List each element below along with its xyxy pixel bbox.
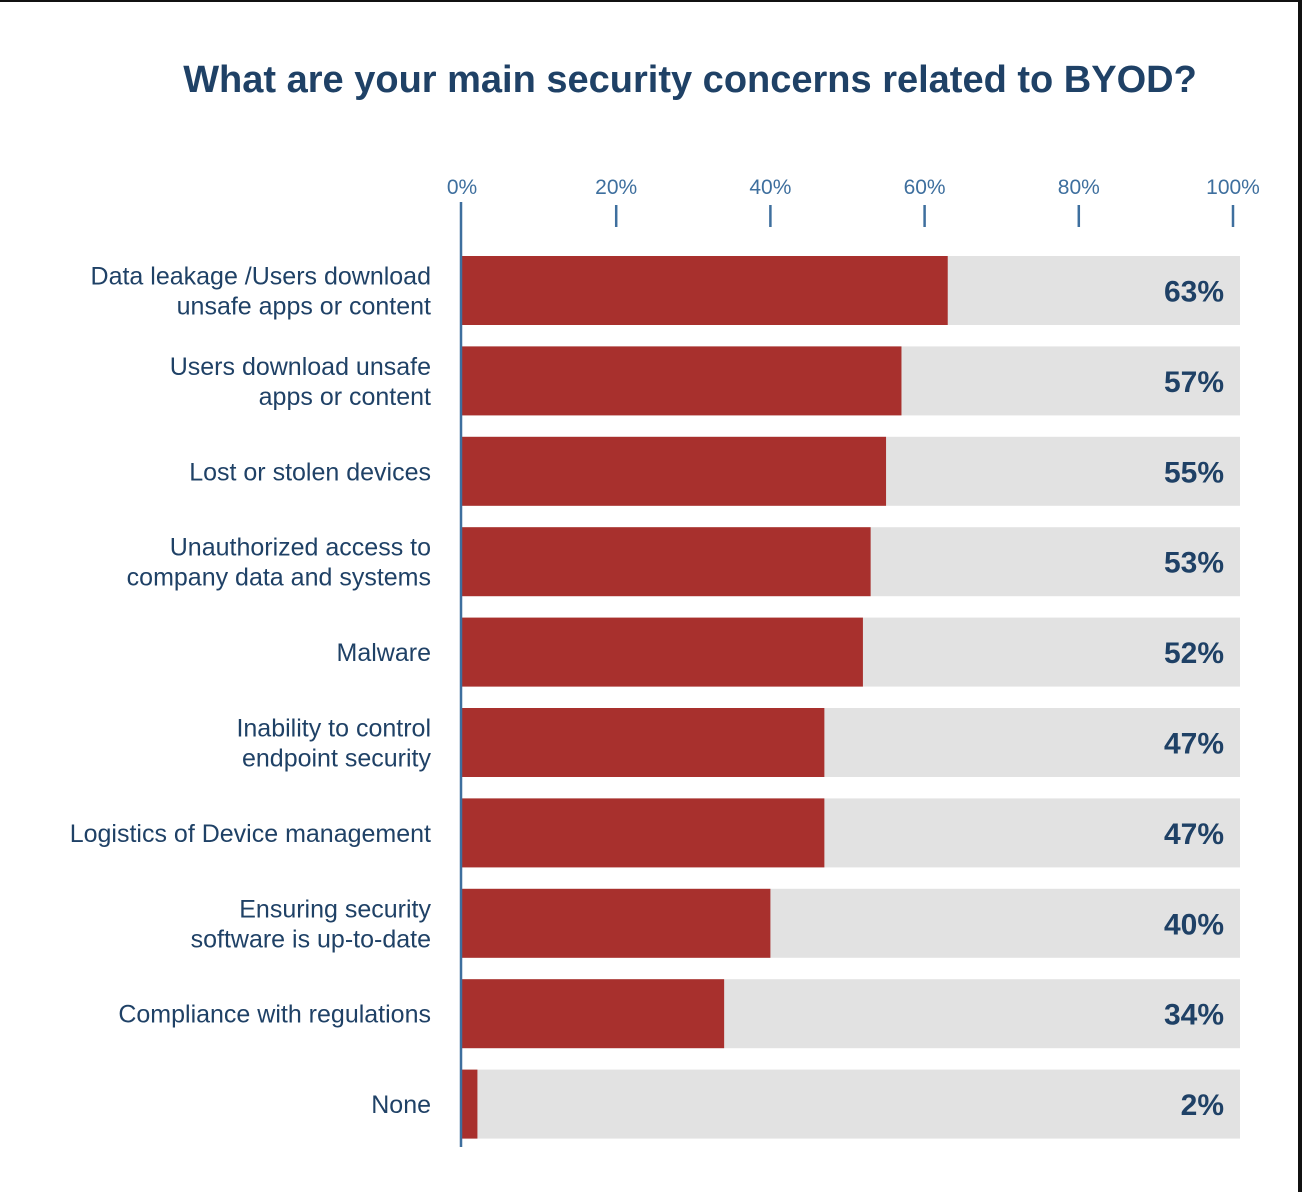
- category-label: Data leakage /Users download: [91, 263, 431, 291]
- bar: [462, 617, 863, 687]
- value-label: 2%: [1181, 1089, 1224, 1122]
- value-label: 47%: [1164, 728, 1224, 761]
- bar: [462, 527, 871, 597]
- value-label: 53%: [1164, 547, 1224, 580]
- value-label: 52%: [1164, 637, 1224, 670]
- value-label: 47%: [1164, 818, 1224, 851]
- bar-row: 2% None: [371, 1069, 1240, 1139]
- x-tick-label: 80%: [1058, 176, 1100, 199]
- category-label: unsafe apps or content: [177, 293, 431, 321]
- value-label: 40%: [1164, 908, 1224, 941]
- bar: [462, 1069, 478, 1139]
- value-label: 55%: [1164, 456, 1224, 489]
- bar: [462, 798, 825, 868]
- category-label: Compliance with regulations: [118, 1001, 431, 1029]
- category-label: Unauthorized access to: [170, 534, 431, 562]
- x-tick-label: 40%: [749, 176, 791, 199]
- category-label: Logistics of Device management: [70, 820, 431, 848]
- bar: [462, 346, 902, 416]
- value-label: 57%: [1164, 366, 1224, 399]
- bar-row: 34% Compliance with regulations: [118, 979, 1240, 1049]
- category-label: apps or content: [259, 383, 431, 411]
- bar-row: 52% Malware: [337, 617, 1240, 687]
- bar-row: 47% Logistics of Device management: [70, 798, 1240, 868]
- x-tick-label: 100%: [1206, 176, 1260, 199]
- value-label: 63%: [1164, 276, 1224, 309]
- bar: [462, 888, 771, 958]
- bar-row: 55% Lost or stolen devices: [189, 436, 1240, 506]
- category-label: endpoint security: [242, 745, 432, 773]
- value-label: 34%: [1164, 999, 1224, 1032]
- bar: [462, 256, 948, 325]
- category-label: software is up-to-date: [191, 925, 431, 953]
- category-label: Lost or stolen devices: [189, 458, 431, 486]
- category-label: None: [371, 1091, 431, 1119]
- bar: [462, 979, 725, 1049]
- x-tick-label: 0%: [447, 176, 477, 199]
- bar-track: [462, 1069, 1240, 1139]
- bar: [462, 708, 825, 777]
- x-tick-label: 20%: [595, 176, 637, 199]
- category-label: Users download unsafe: [170, 353, 431, 381]
- chart-title: What are your main security concerns rel…: [183, 59, 1197, 101]
- category-label: Malware: [337, 639, 431, 667]
- category-label: Ensuring security: [239, 895, 431, 923]
- category-label: Inability to control: [236, 715, 431, 743]
- bar: [462, 436, 887, 506]
- x-tick-label: 60%: [904, 176, 946, 199]
- category-label: company data and systems: [127, 564, 431, 592]
- x-axis-ticks: 0% 20% 40% 60% 80% 100%: [447, 176, 1260, 227]
